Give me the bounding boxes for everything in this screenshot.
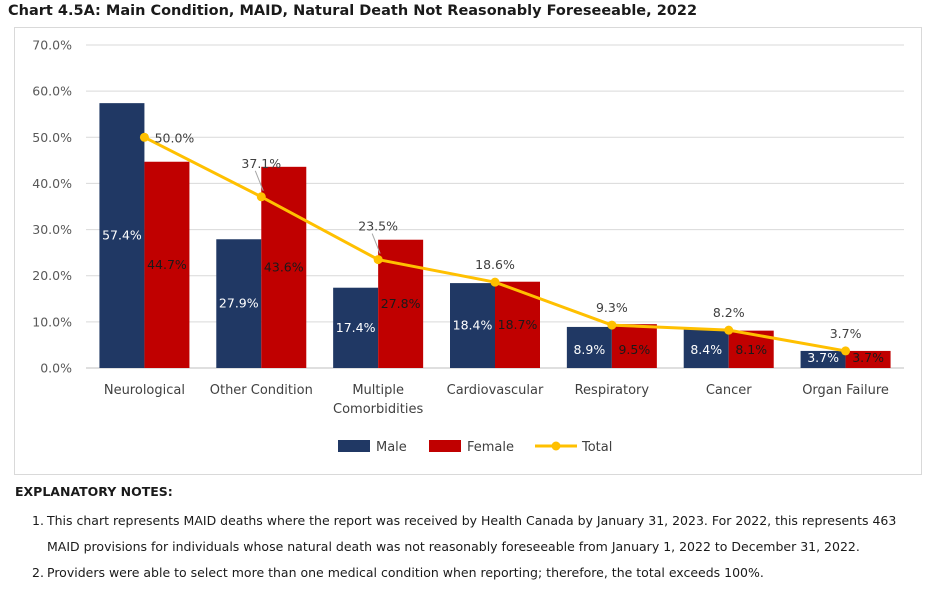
total-marker: [256, 192, 266, 202]
data-label-total: 37.1%: [241, 156, 281, 171]
chart-svg: 0.0% 10.0% 20.0% 30.0% 40.0% 50.0% 60.0% 70.0% 5…: [32, 38, 904, 455]
data-label-total: 3.7%: [830, 326, 862, 341]
y-tick-label: 40.0%: [32, 176, 72, 191]
bar-male: [99, 103, 145, 368]
data-label-female: 8.1%: [735, 342, 767, 357]
data-label-male: 17.4%: [336, 320, 376, 335]
note-text: Providers were able to select more than …: [47, 565, 764, 580]
data-label-female: 43.6%: [264, 259, 304, 274]
x-tick-label: Multiple: [352, 383, 404, 398]
bar-female: [144, 161, 190, 368]
legend-swatch-male: [338, 440, 370, 452]
bar-male: [216, 239, 262, 368]
data-label-female: 3.7%: [852, 350, 884, 365]
bar-male: [333, 287, 379, 368]
y-tick-label: 30.0%: [32, 222, 72, 237]
data-label-female: 44.7%: [147, 257, 187, 272]
bar-female: [611, 324, 657, 368]
leader-line: [254, 170, 264, 191]
note-text: This chart represents MAID deaths where …: [47, 513, 897, 554]
total-marker: [724, 325, 734, 335]
bar-male: [683, 329, 729, 368]
x-tick-label: Cardiovascular: [447, 383, 544, 398]
note-number: 2.: [32, 565, 44, 580]
x-tick-label: Neurological: [104, 383, 185, 398]
x-tick-label: Respiratory: [575, 383, 650, 398]
legend-label-total: Total: [581, 440, 612, 455]
data-label-total: 23.5%: [358, 219, 398, 234]
notes-heading: EXPLANATORY NOTES:: [15, 484, 173, 499]
legend-swatch-female: [429, 440, 461, 452]
data-label-female: 9.5%: [618, 342, 650, 357]
data-label-total: 18.6%: [475, 257, 515, 272]
y-tick-label: 50.0%: [32, 130, 72, 145]
data-label-total: 50.0%: [155, 130, 195, 145]
total-marker: [607, 320, 617, 330]
note-number: 1.: [32, 513, 44, 528]
total-marker: [139, 132, 149, 142]
total-marker: [841, 346, 851, 356]
y-tick-label: 10.0%: [32, 314, 72, 329]
y-tick-label: 70.0%: [32, 38, 72, 53]
legend-marker-total: [551, 441, 561, 451]
y-tick-label: 20.0%: [32, 268, 72, 283]
total-marker: [490, 277, 500, 287]
y-tick-label: 60.0%: [32, 84, 72, 99]
data-label-male: 3.7%: [807, 350, 839, 365]
data-label-male: 18.4%: [453, 318, 493, 333]
data-label-female: 27.8%: [381, 296, 421, 311]
chart-area: 0.0% 10.0% 20.0% 30.0% 40.0% 50.0% 60.0% 70.0% 5…: [14, 27, 922, 475]
note-item: 1. This chart represents MAID deaths whe…: [32, 508, 928, 560]
x-tick-label: Comorbidities: [333, 402, 423, 417]
y-tick-label: 0.0%: [40, 361, 72, 376]
data-label-female: 18.7%: [498, 317, 538, 332]
bar-male: [566, 326, 612, 368]
data-label-male: 8.9%: [573, 342, 605, 357]
note-item: 2. Providers were able to select more th…: [32, 560, 928, 586]
leader-line: [371, 233, 381, 254]
data-label-male: 8.4%: [690, 342, 722, 357]
x-tick-label: Cancer: [706, 383, 752, 398]
x-tick-label: Organ Failure: [802, 383, 889, 398]
data-label-total: 9.3%: [596, 300, 628, 315]
chart-title: Chart 4.5A: Main Condition, MAID, Natura…: [8, 3, 698, 19]
x-tick-label: Other Condition: [210, 383, 313, 398]
data-label-male: 27.9%: [219, 296, 259, 311]
bar-male: [450, 283, 495, 368]
data-label-male: 57.4%: [102, 228, 142, 243]
total-marker: [373, 255, 383, 265]
legend-label-female: Female: [467, 440, 514, 455]
bar-female: [845, 350, 891, 368]
legend-label-male: Male: [376, 440, 407, 455]
data-label-total: 8.2%: [713, 305, 745, 320]
notes-list: 1. This chart represents MAID deaths whe…: [32, 508, 928, 586]
bar-male: [800, 350, 846, 368]
